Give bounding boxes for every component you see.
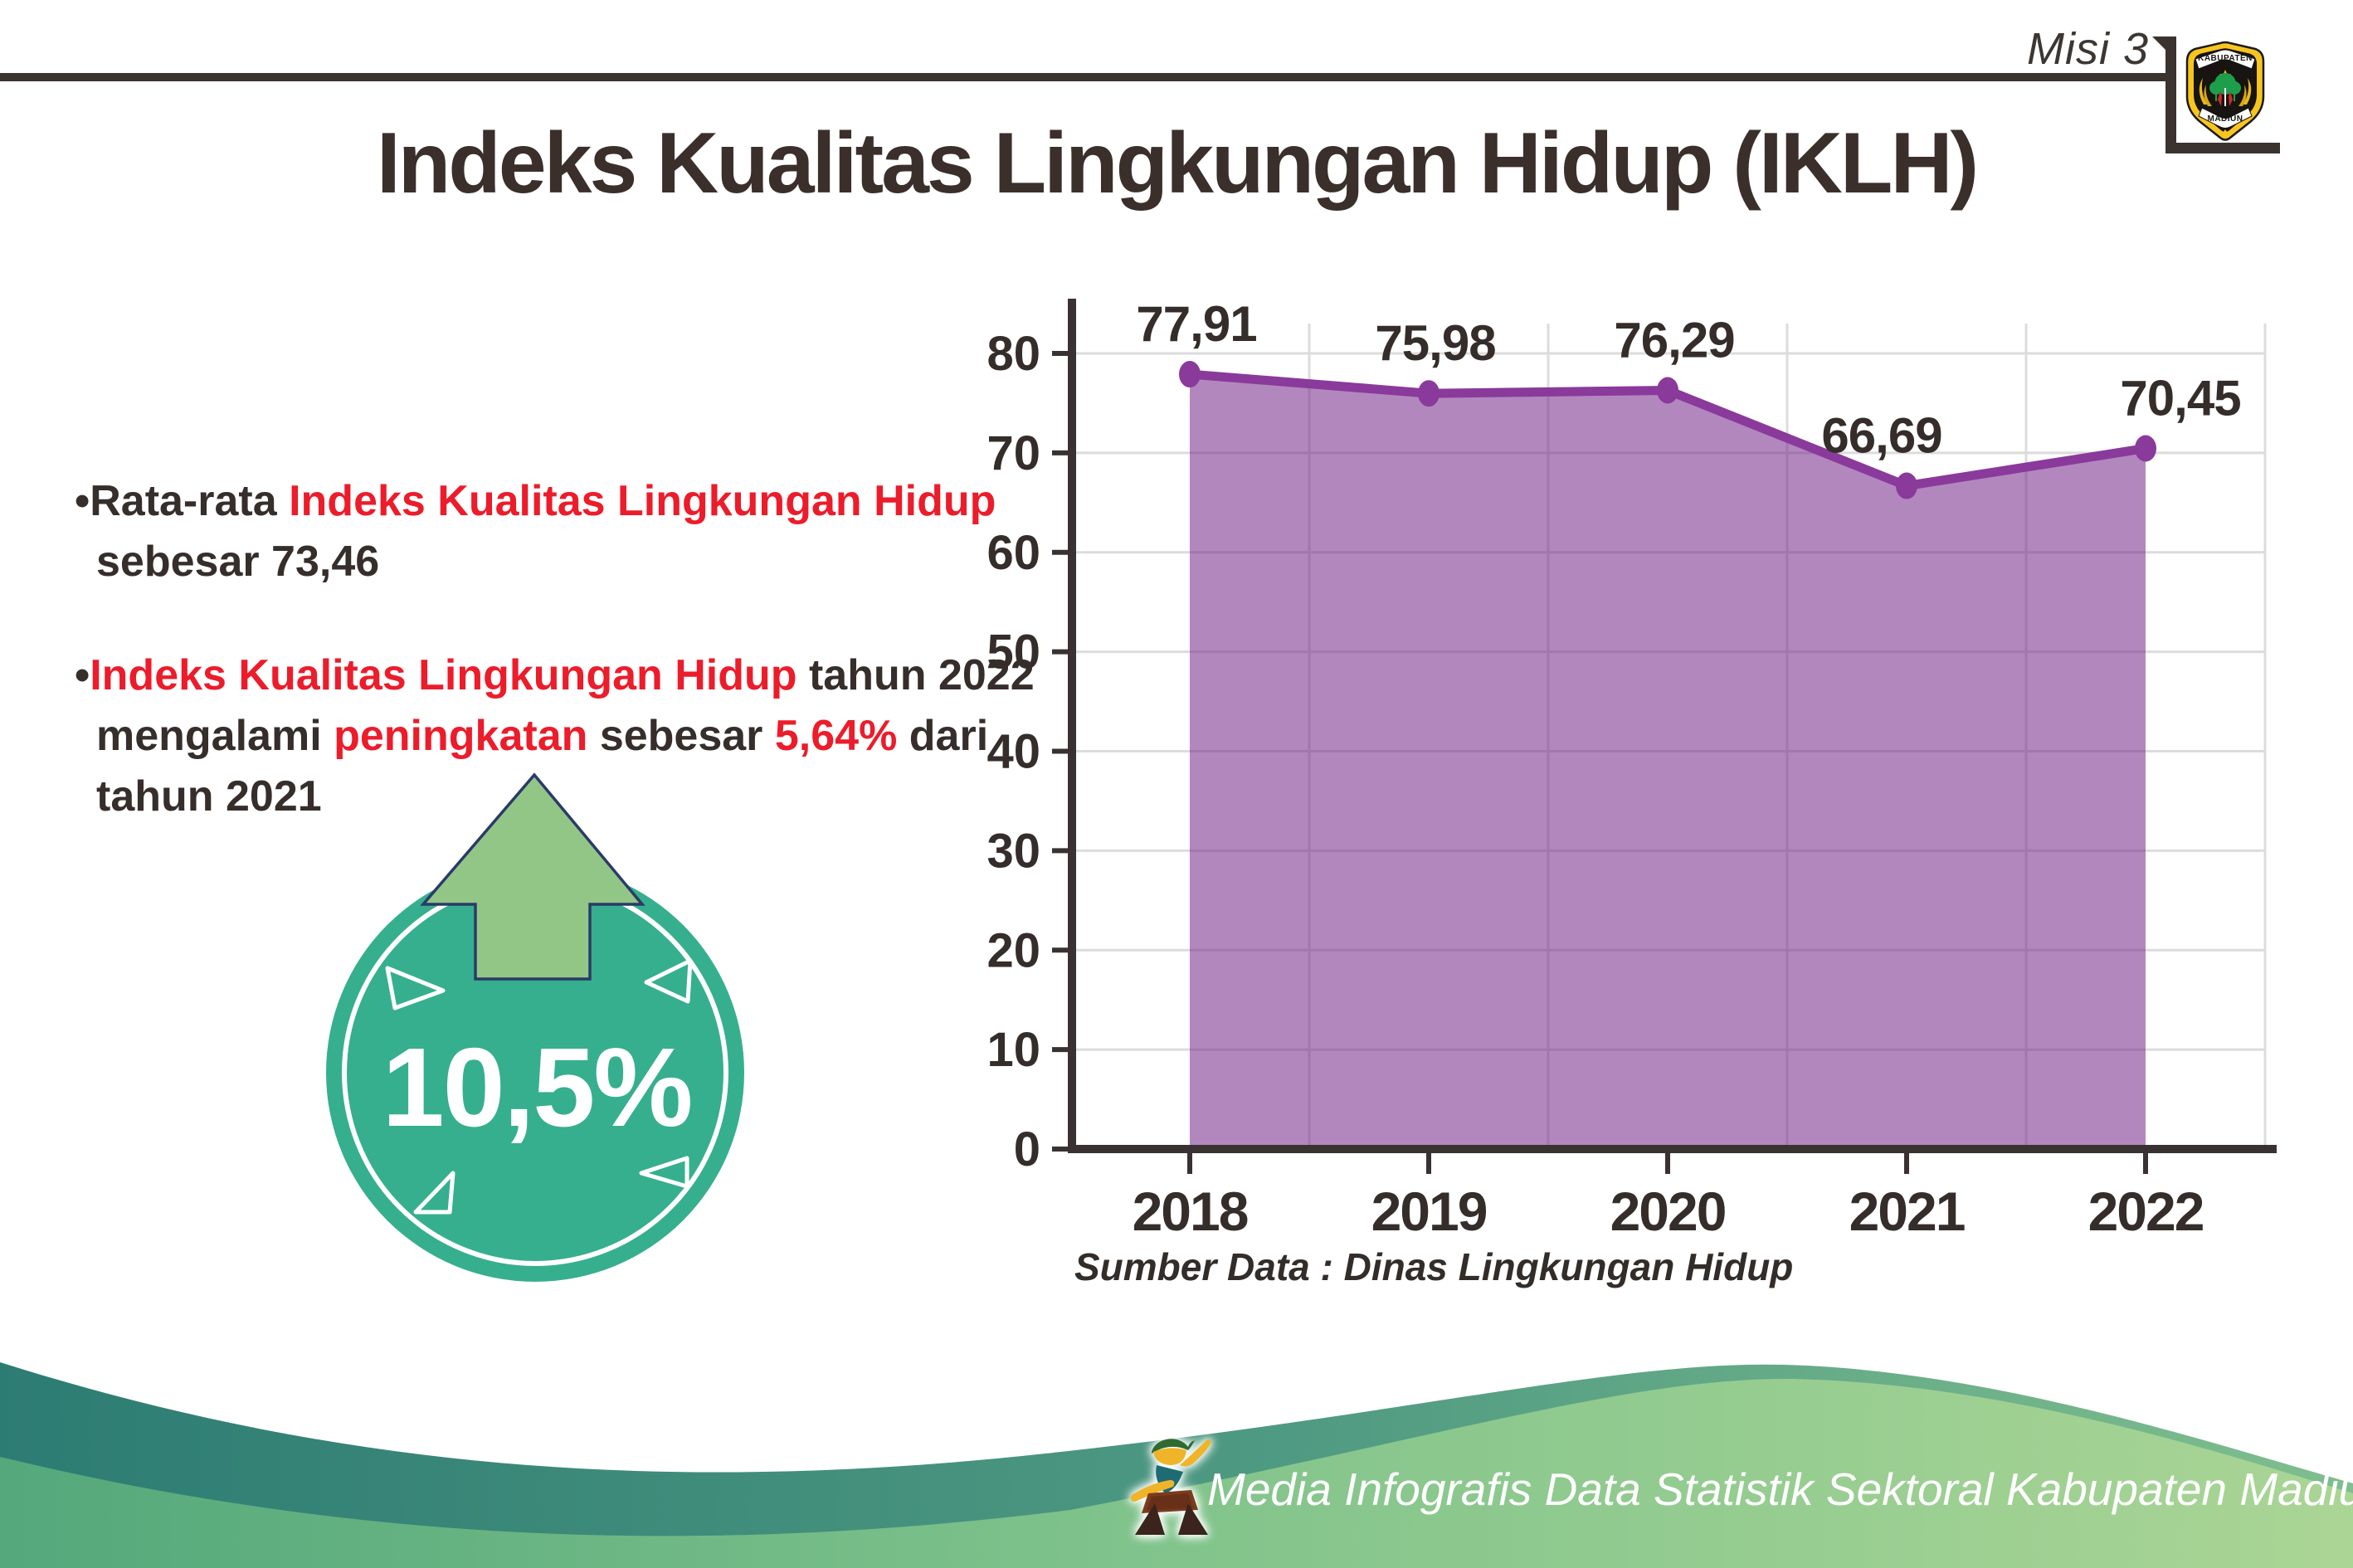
footer-front-wave — [0, 1378, 2353, 1568]
up-arrow-icon — [420, 772, 645, 981]
bullet-text-segment: tahun 2022 — [797, 651, 1035, 699]
svg-text:0: 0 — [1014, 1122, 1040, 1176]
area-fill — [1190, 374, 2146, 1149]
logo-frame-bevel — [2152, 37, 2165, 50]
logo-keris-icon — [2218, 88, 2233, 106]
svg-text:2022: 2022 — [2088, 1181, 2204, 1242]
bullet-marker: • — [75, 651, 90, 699]
kabupaten-madiun-crest-icon: KABUPATEN MADIUN — [2185, 41, 2265, 141]
svg-text:60: 60 — [987, 526, 1040, 580]
bullet-text-segment: tahun 2021 — [96, 772, 322, 821]
svg-text:2018: 2018 — [1133, 1181, 1248, 1242]
bullet-text-segment: sebesar — [587, 712, 775, 760]
y-axis-ticks: 0 10 20 30 40 50 60 70 80 — [987, 327, 1068, 1176]
logo-bottom-ribbon-text: MADIUN — [2208, 114, 2243, 124]
badge-circle — [326, 864, 744, 1282]
logo-frame-vertical-bar — [2165, 37, 2176, 153]
svg-text:80: 80 — [987, 327, 1040, 381]
bullet-item: •Indeks Kualitas Lingkungan Hidup tahun … — [75, 645, 1035, 827]
bullet-text-segment: 5,64% — [774, 712, 898, 760]
bullet-marker: • — [75, 477, 90, 525]
chart-source-note: Sumber Data : Dinas Lingkungan Hidup — [1074, 1245, 1794, 1288]
svg-text:20: 20 — [987, 923, 1040, 977]
bullet-list: •Rata-rata Indeks Kualitas Lingkungan Hi… — [75, 471, 1035, 880]
svg-text:50: 50 — [987, 626, 1040, 679]
increase-badge: 10,5% — [326, 772, 744, 1282]
page-title: Indeks Kualitas Lingkungan Hidup (IKLH) — [376, 115, 1979, 212]
misi-label: Misi 3 — [2026, 24, 2149, 74]
bullet-line: tahun 2021 — [75, 767, 1035, 827]
bullet-text-segment: Rata-rata — [90, 477, 290, 525]
svg-text:30: 30 — [987, 824, 1040, 878]
svg-text:10: 10 — [987, 1023, 1040, 1077]
data-points — [1179, 361, 2156, 499]
bullet-line: •Rata-rata Indeks Kualitas Lingkungan Hi… — [75, 471, 1035, 532]
logo-top-ribbon-text: KABUPATEN — [2198, 54, 2253, 63]
svg-text:40: 40 — [987, 725, 1040, 779]
footer-wave — [0, 1362, 2353, 1568]
header-rule — [0, 73, 2167, 81]
bullet-text-segment: dari — [897, 712, 989, 760]
svg-text:2019: 2019 — [1371, 1181, 1487, 1242]
bullet-text-segment: sebesar 73,46 — [96, 538, 380, 586]
bullet-line: •Indeks Kualitas Lingkungan Hidup tahun … — [75, 645, 1035, 706]
svg-text:2021: 2021 — [1849, 1181, 1965, 1242]
bullet-text-segment: Indeks Kualitas Lingkungan Hidup — [289, 477, 996, 525]
svg-text:75,98: 75,98 — [1375, 315, 1495, 371]
svg-text:76,29: 76,29 — [1614, 312, 1734, 368]
svg-text:2020: 2020 — [1610, 1181, 1726, 1242]
bullet-line: sebesar 73,46 — [75, 532, 1035, 592]
iklh-area-chart: 0 10 20 30 40 50 60 70 80 2018 2019 2020 2021 2022 77,… — [987, 296, 2277, 1242]
logo-tree-icon — [2209, 73, 2241, 103]
svg-text:70,45: 70,45 — [2120, 370, 2240, 426]
bullet-text-segment: peningkatan — [334, 712, 588, 760]
logo-wings-icon — [2199, 78, 2252, 106]
logo-frame-horizontal-bar — [2165, 143, 2280, 153]
point-labels: 77,91 75,98 76,29 66,69 70,45 — [1136, 296, 2241, 464]
badge-accent-triangles — [385, 958, 693, 1215]
x-axis-ticks: 2018 2019 2020 2021 2022 — [1133, 1153, 2205, 1242]
bullet-text-segment: mengalami — [96, 712, 334, 760]
footer-credit: Media Infografis Data Statistik Sektoral… — [1207, 1463, 2353, 1515]
logo-bottom-ornament — [2223, 129, 2228, 137]
bullet-line: mengalami peningkatan sebesar 5,64% dari — [75, 706, 1035, 767]
dancer-mascot-icon — [1130, 1439, 1211, 1535]
bullet-item: •Rata-rata Indeks Kualitas Lingkungan Hi… — [75, 471, 1035, 592]
svg-text:70: 70 — [987, 426, 1040, 480]
svg-text:66,69: 66,69 — [1821, 408, 1941, 464]
svg-text:77,91: 77,91 — [1136, 296, 1256, 352]
bullet-text-segment: Indeks Kualitas Lingkungan Hidup — [90, 651, 797, 699]
badge-value: 10,5% — [382, 1025, 692, 1150]
